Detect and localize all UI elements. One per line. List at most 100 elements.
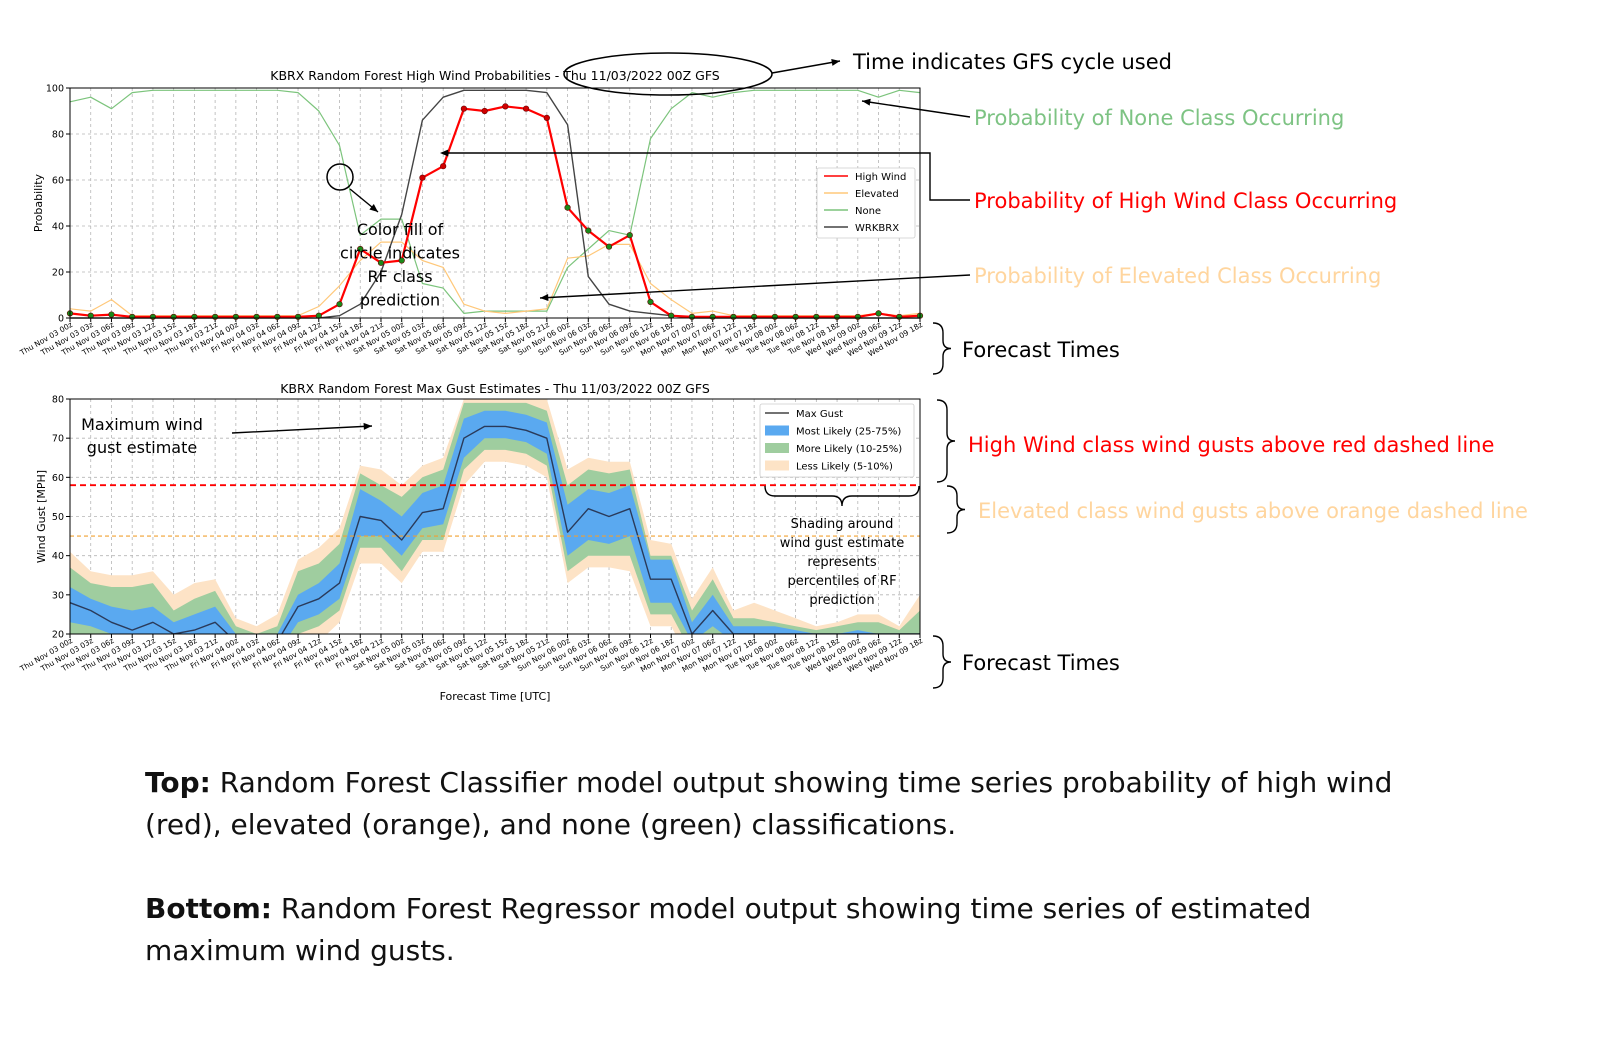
- bottom-legend-label: Max Gust: [796, 409, 843, 420]
- bottom-chart-ytick-label: 40: [52, 551, 64, 562]
- high-wind-point: [357, 245, 364, 253]
- circle-note-line: prediction: [360, 291, 440, 310]
- bottom-legend-swatch: [765, 425, 789, 436]
- high-wind-point: [896, 313, 903, 320]
- high-wind-gusts-brace: [936, 399, 956, 483]
- high-wind-point: [792, 313, 799, 320]
- high-wind-point: [419, 174, 426, 181]
- high-wind-point: [191, 313, 198, 320]
- top-chart-ytick-label: 40: [52, 222, 64, 233]
- high-wind-point: [336, 301, 343, 308]
- max-gust-arrow-head: [363, 422, 372, 430]
- series-high-wind-line: [69, 105, 921, 318]
- high-wind-point: [502, 103, 509, 110]
- bottom-chart-xlabel: Forecast Time [UTC]: [440, 690, 551, 703]
- none-class-arrow: [861, 100, 971, 118]
- high-wind-point: [377, 259, 385, 266]
- top-legend: High Wind Elevated None WRKBRX: [816, 167, 916, 239]
- shading-note-line: wind gust estimate: [780, 536, 905, 551]
- high-wind-point: [875, 310, 882, 317]
- bottom-chart-ytick-label: 20: [52, 630, 64, 641]
- top-chart-ylabel: Probability: [32, 173, 45, 232]
- high-wind-point: [543, 114, 550, 121]
- high-wind-point: [771, 313, 778, 320]
- bottom-chart-ytick-label: 60: [52, 473, 64, 484]
- rf-prediction-circle: [326, 163, 354, 191]
- max-gust-note-line: gust estimate: [87, 438, 197, 457]
- none-class-arrow-head: [862, 98, 871, 106]
- high-wind-point: [129, 313, 136, 320]
- high-wind-point: [854, 313, 861, 320]
- bottom-legend-label: Most Likely (25-75%): [796, 427, 901, 438]
- top-chart-ytick-label: 100: [46, 84, 64, 95]
- forecast-times-brace-bottom: [932, 635, 952, 689]
- forecast-times-brace-top: [932, 322, 952, 375]
- bottom-chart-ytick-label: 70: [52, 434, 64, 445]
- high-wind-gusts-annotation: High Wind class wind gusts above red das…: [968, 433, 1494, 457]
- bottom-chart-ytick-label: 30: [52, 590, 64, 601]
- high-wind-point: [440, 163, 447, 170]
- shading-note-line: represents: [807, 555, 876, 570]
- bottom-legend-label: Less Likely (5-10%): [796, 462, 893, 473]
- rf-prediction-arrow-head: [369, 204, 378, 212]
- caption-bottom-text: Random Forest Regressor model output sho…: [145, 892, 1312, 967]
- caption-bottom-label: Bottom:: [145, 892, 272, 925]
- high-wind-point: [688, 313, 696, 320]
- gfs-cycle-ellipse: [563, 52, 773, 96]
- top-chart-ytick-label: 60: [52, 176, 64, 187]
- circle-note-line: circle indicates: [340, 244, 460, 263]
- bottom-legend-swatch: [765, 443, 789, 453]
- max-gust-note-line: Maximum wind: [81, 415, 203, 434]
- bottom-chart-frame: [69, 398, 921, 635]
- elev-class-annotation: Probability of Elevated Class Occurring: [974, 264, 1381, 288]
- max-gust-arrow: [231, 425, 373, 434]
- bottom-chart-ytick-label: 50: [52, 512, 64, 523]
- high-wind-point: [170, 313, 177, 320]
- high-wind-point: [522, 105, 530, 112]
- high-wind-point: [813, 313, 820, 320]
- bottom-chart-ylabel: Wind Gust [MPH]: [35, 470, 48, 563]
- high-wind-point: [274, 313, 281, 320]
- high-wind-point: [709, 313, 716, 320]
- top-chart-ytick-label: 20: [52, 268, 64, 279]
- shading-note-line: Shading around: [791, 517, 894, 532]
- top-chart-ytick-label: 80: [52, 130, 64, 141]
- high-wind-point: [398, 257, 405, 264]
- caption-top: Top: Random Forest Classifier model outp…: [145, 762, 1445, 846]
- gfs-cycle-arrow-head: [831, 58, 840, 66]
- elev-class-arrow-head: [540, 294, 549, 302]
- forecast-times-top: Forecast Times: [962, 338, 1120, 362]
- high-wind-point: [668, 312, 675, 319]
- high-wind-point: [564, 204, 571, 211]
- caption-top-text: Random Forest Classifier model output sh…: [145, 766, 1393, 841]
- high-wind-point: [605, 243, 613, 250]
- shading-note-line: prediction: [809, 593, 874, 608]
- circle-note-line: Color fill of: [357, 220, 444, 239]
- high-wind-point: [833, 313, 841, 320]
- circle-note-line: RF class: [367, 267, 432, 286]
- high-wind-point: [294, 313, 302, 320]
- high-class-annotation: Probability of High Wind Class Occurring: [974, 189, 1397, 213]
- high-wind-point: [253, 313, 260, 320]
- series-max-gust-line: [70, 425, 920, 634]
- top-legend-label: None: [855, 206, 881, 217]
- elev-gusts-annotation: Elevated class wind gusts above orange d…: [978, 499, 1528, 523]
- top-legend-label: Elevated: [855, 189, 899, 200]
- elev-gusts-brace: [946, 485, 966, 534]
- high-wind-point: [481, 107, 488, 115]
- high-wind-point: [751, 313, 758, 320]
- top-chart-frame: [69, 87, 921, 319]
- series-none-line: [69, 89, 921, 314]
- top-legend-label: High Wind: [855, 172, 906, 183]
- top-legend-box: [816, 167, 916, 239]
- bottom-chart-ytick-label: 80: [52, 395, 64, 406]
- high-wind-point: [149, 313, 157, 320]
- high-wind-point: [626, 232, 633, 239]
- high-wind-point: [315, 312, 322, 319]
- top-chart-title: KBRX Random Forest High Wind Probabiliti…: [270, 68, 720, 83]
- top-chart-ytick-label: 0: [58, 314, 64, 325]
- high-wind-point: [232, 313, 239, 320]
- gfs-cycle-annotation: Time indicates GFS cycle used: [852, 50, 1172, 74]
